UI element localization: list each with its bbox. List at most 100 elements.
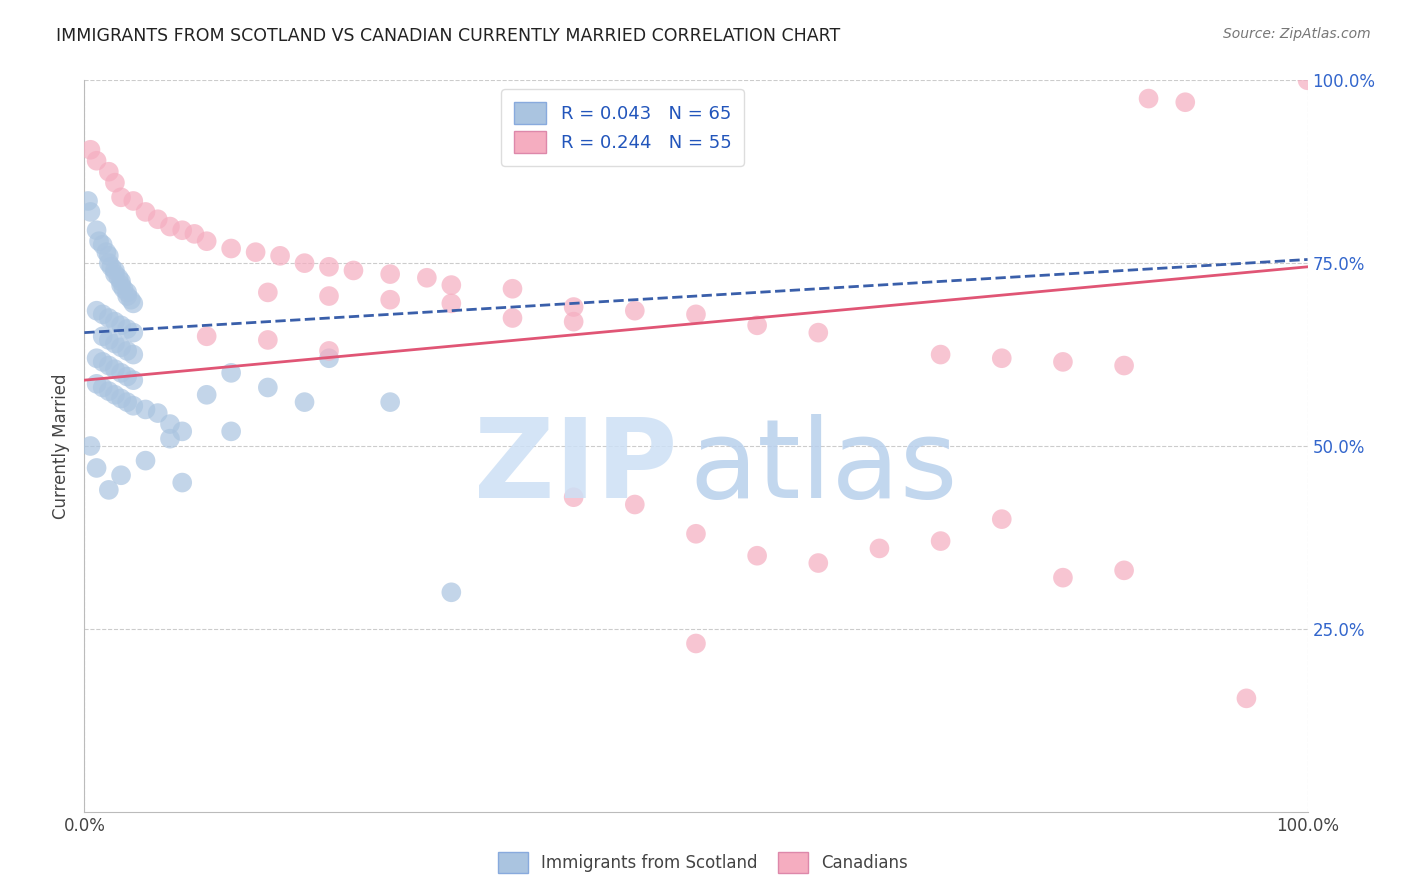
Point bbox=[172, 223, 194, 237]
Y-axis label: Currently Married: Currently Married bbox=[52, 373, 70, 519]
Point bbox=[159, 219, 181, 234]
Point bbox=[115, 289, 138, 303]
Point bbox=[159, 417, 181, 431]
Point bbox=[195, 388, 218, 402]
Point bbox=[79, 439, 101, 453]
Text: IMMIGRANTS FROM SCOTLAND VS CANADIAN CURRENTLY MARRIED CORRELATION CHART: IMMIGRANTS FROM SCOTLAND VS CANADIAN CUR… bbox=[56, 27, 841, 45]
Point bbox=[120, 293, 142, 307]
Point bbox=[219, 242, 242, 256]
Point bbox=[135, 402, 157, 417]
Point bbox=[1296, 73, 1319, 87]
Point bbox=[195, 234, 218, 248]
Point bbox=[91, 329, 114, 343]
Point bbox=[97, 249, 120, 263]
Point bbox=[146, 406, 169, 420]
Point bbox=[416, 270, 439, 285]
Point bbox=[929, 534, 952, 549]
Point bbox=[122, 347, 145, 362]
Point bbox=[86, 461, 108, 475]
Point bbox=[115, 369, 138, 384]
Point bbox=[122, 296, 145, 310]
Point bbox=[100, 260, 122, 274]
Point bbox=[380, 293, 402, 307]
Point bbox=[502, 311, 524, 326]
Point bbox=[91, 355, 114, 369]
Point bbox=[183, 227, 205, 241]
Point bbox=[86, 223, 108, 237]
Point bbox=[929, 347, 952, 362]
Point bbox=[685, 636, 707, 650]
Point bbox=[269, 249, 291, 263]
Point bbox=[91, 380, 114, 394]
Point bbox=[110, 468, 132, 483]
Text: ZIP: ZIP bbox=[474, 415, 678, 522]
Point bbox=[257, 285, 280, 300]
Point bbox=[110, 274, 132, 288]
Point bbox=[747, 318, 769, 333]
Point bbox=[747, 549, 769, 563]
Point bbox=[991, 351, 1014, 366]
Text: Source: ZipAtlas.com: Source: ZipAtlas.com bbox=[1223, 27, 1371, 41]
Point bbox=[122, 399, 145, 413]
Point bbox=[219, 425, 242, 439]
Point bbox=[146, 212, 169, 227]
Point bbox=[86, 376, 108, 391]
Point bbox=[624, 498, 647, 512]
Point bbox=[91, 307, 114, 321]
Point bbox=[1052, 571, 1074, 585]
Point bbox=[115, 285, 138, 300]
Point bbox=[110, 278, 132, 293]
Point bbox=[86, 351, 108, 366]
Point bbox=[104, 336, 127, 351]
Point bbox=[219, 366, 242, 380]
Point bbox=[1236, 691, 1258, 706]
Point bbox=[104, 267, 127, 281]
Point bbox=[86, 303, 108, 318]
Point bbox=[318, 343, 340, 358]
Point bbox=[380, 267, 402, 281]
Point bbox=[685, 307, 707, 321]
Point bbox=[342, 263, 364, 277]
Point bbox=[110, 366, 132, 380]
Point bbox=[104, 388, 127, 402]
Point bbox=[110, 392, 132, 406]
Point bbox=[257, 333, 280, 347]
Point bbox=[257, 380, 280, 394]
Point bbox=[122, 194, 145, 208]
Point bbox=[1114, 359, 1136, 373]
Point bbox=[440, 278, 463, 293]
Point bbox=[318, 351, 340, 366]
Point bbox=[104, 315, 127, 329]
Point bbox=[245, 245, 267, 260]
Point bbox=[562, 315, 585, 329]
Point bbox=[79, 205, 101, 219]
Point bbox=[1174, 95, 1197, 110]
Point bbox=[807, 326, 830, 340]
Point bbox=[112, 282, 135, 296]
Point bbox=[172, 475, 194, 490]
Point bbox=[502, 282, 524, 296]
Point bbox=[135, 453, 157, 467]
Point bbox=[110, 190, 132, 204]
Point bbox=[562, 490, 585, 504]
Point bbox=[195, 329, 218, 343]
Legend: R = 0.043   N = 65, R = 0.244   N = 55: R = 0.043 N = 65, R = 0.244 N = 55 bbox=[501, 89, 744, 166]
Point bbox=[624, 303, 647, 318]
Point bbox=[110, 318, 132, 333]
Point bbox=[97, 359, 120, 373]
Point bbox=[97, 256, 120, 270]
Point bbox=[97, 333, 120, 347]
Point bbox=[869, 541, 891, 556]
Point bbox=[159, 432, 181, 446]
Point bbox=[172, 425, 194, 439]
Point bbox=[294, 256, 316, 270]
Point bbox=[294, 395, 316, 409]
Point bbox=[807, 556, 830, 570]
Legend: Immigrants from Scotland, Canadians: Immigrants from Scotland, Canadians bbox=[491, 846, 915, 880]
Point bbox=[104, 176, 127, 190]
Point bbox=[97, 483, 120, 497]
Point bbox=[115, 322, 138, 336]
Point bbox=[440, 296, 463, 310]
Point bbox=[122, 326, 145, 340]
Point bbox=[79, 143, 101, 157]
